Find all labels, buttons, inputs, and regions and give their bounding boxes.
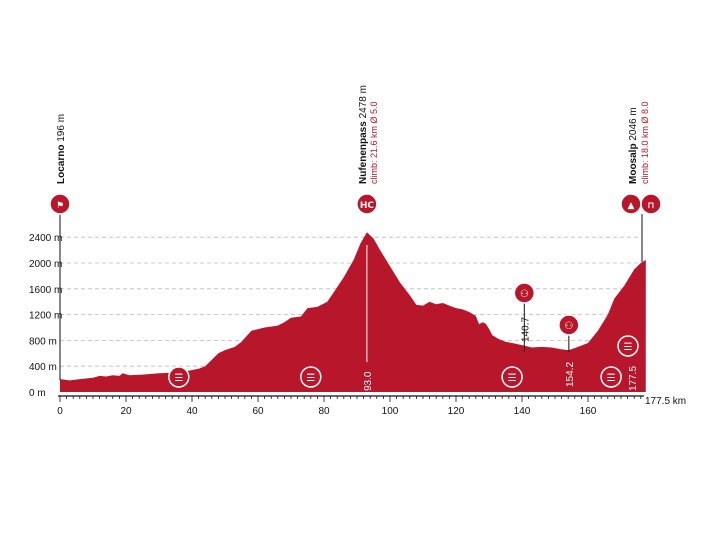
- feed-zone-icon: ☰: [600, 366, 622, 388]
- point-elevation: 2046 m: [628, 107, 639, 140]
- feed-zone-icon: ☰: [300, 366, 322, 388]
- mountain-climb-icon: ▲: [620, 193, 642, 215]
- x-tick-label: 120: [448, 406, 465, 417]
- point-label-moosalp: Moosalp 2046 m: [628, 107, 639, 184]
- y-tick-label: 800 m: [29, 336, 57, 347]
- mountain-hc-icon: HC: [356, 193, 378, 215]
- point-name: Moosalp: [628, 141, 639, 184]
- start-flag-icon-bg: [49, 193, 71, 215]
- feed-zone-icon-glyph: ☰: [508, 373, 517, 384]
- feed-zone-icon-bg: [617, 335, 639, 357]
- x-tick-label: 0: [57, 406, 63, 417]
- feed-zone-icon-bg: [501, 366, 523, 388]
- overlays: ☰ ☰ ☰ ☰ ☰ 93.0 177.5 ⚇ 140.7 ⚇ 154.2: [168, 245, 639, 391]
- point-climb-moosalp: climb: 18.0 km Ø 8.0: [640, 101, 650, 184]
- sprint-icon-glyph: ⚇: [564, 321, 573, 332]
- feed-zone-icon: ☰: [501, 366, 523, 388]
- start-flag-icon: ⚑: [49, 193, 71, 215]
- y-tick-label: 2400 m: [29, 233, 62, 244]
- finish-icon-glyph: ⊓: [647, 201, 654, 211]
- point-elevation: 2478 m: [358, 85, 369, 118]
- mountain-climb-icon-glyph: ▲: [628, 201, 635, 211]
- y-tick-label: 400 m: [29, 362, 57, 373]
- point-label-nufenenpass: Nufenenpass 2478 m: [358, 85, 369, 184]
- feed-zone-icon-glyph: ☰: [607, 373, 616, 384]
- feed-zone-icon: ☰: [168, 366, 190, 388]
- feed-zone-icon-glyph: ☰: [306, 373, 315, 384]
- y-tick-label: 2000 m: [29, 259, 62, 270]
- point-label-locarno: Locarno 196 m: [56, 114, 67, 184]
- point-name: Locarno: [56, 142, 67, 184]
- point-climb-nufenenpass: climb: 21.6 km Ø 5.0: [369, 101, 379, 184]
- x-tick-label: 160: [580, 406, 597, 417]
- feed-zone-icon-bg: [300, 366, 322, 388]
- feed-zone-icon: ☰: [617, 335, 639, 357]
- point-name: Nufenenpass: [358, 118, 369, 184]
- sprint-icon: ⚇: [558, 314, 580, 336]
- y-tick-label: 1600 m: [29, 285, 62, 296]
- x-axis: 0 20 40 60 80 100 120 140 160 177.5 km: [57, 395, 686, 417]
- x-tick-label: 20: [120, 406, 132, 417]
- start-flag-icon-glyph: ⚑: [56, 201, 64, 211]
- y-axis-labels: 0 m 400 m 800 m 1200 m 1600 m 2000 m 2400 m: [29, 233, 62, 399]
- x-end-label: 177.5 km: [645, 396, 686, 407]
- sprint-icon-bg: [513, 282, 536, 304]
- sprint-icon-bg: [558, 314, 580, 336]
- sprint-km-label: 140.7: [520, 317, 531, 342]
- x-tick-label: 60: [252, 406, 264, 417]
- km-marker-label: 177.5: [628, 366, 639, 391]
- x-tick-label: 40: [186, 406, 198, 417]
- mountain-hc-icon-glyph: HC: [360, 201, 375, 211]
- point-climb: climb: 18.0 km Ø 8.0: [640, 101, 650, 184]
- y-tick-label: 1200 m: [29, 311, 62, 322]
- x-tick-label: 100: [382, 406, 399, 417]
- km-marker-label: 93.0: [363, 371, 374, 391]
- y-tick-label: 0 m: [29, 388, 46, 399]
- feed-zone-icon-glyph: ☰: [174, 373, 183, 384]
- feed-zone-icon-bg: [600, 366, 622, 388]
- mountain-hc-icon-bg: [356, 193, 378, 215]
- sprint-km-label: 154.2: [565, 362, 576, 387]
- point-climb: climb: 21.6 km Ø 5.0: [369, 101, 379, 184]
- feed-zone-icon-bg: [168, 366, 190, 388]
- finish-icon-bg: [640, 193, 662, 215]
- sprint-icon: ⚇: [513, 282, 536, 304]
- point-elevation: 196 m: [56, 114, 67, 142]
- x-tick-label: 140: [514, 406, 531, 417]
- feed-zone-icon-glyph: ☰: [624, 342, 633, 353]
- finish-icon: ⊓: [640, 193, 662, 215]
- elevation-profile-area: [60, 232, 646, 392]
- x-tick-label: 80: [318, 406, 330, 417]
- sprint-icon-glyph: ⚇: [520, 289, 529, 300]
